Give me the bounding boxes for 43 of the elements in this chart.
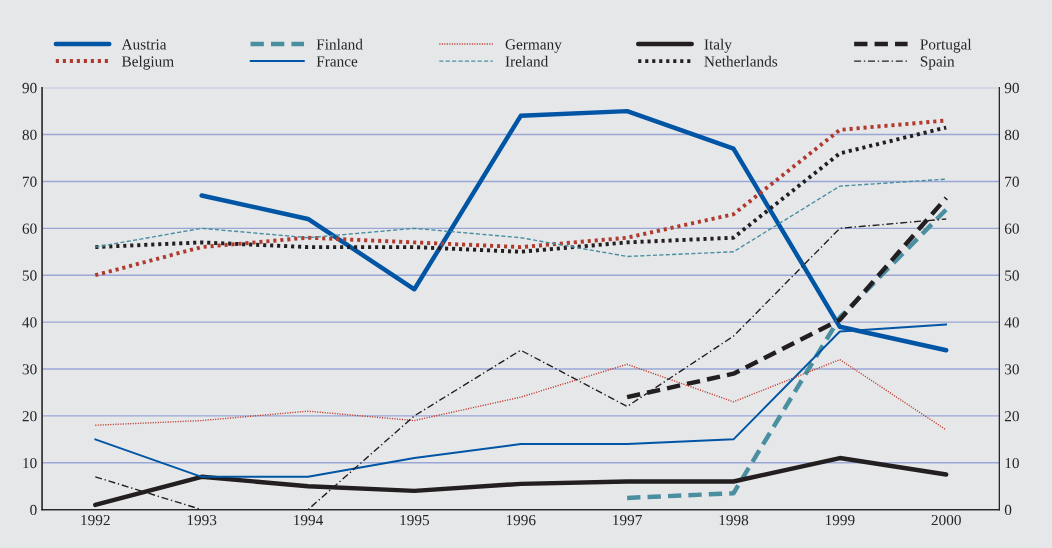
legend-label: Finland [316,38,363,50]
legend-label: Spain [920,56,955,70]
legend-label: Netherlands [704,55,778,67]
y-tick-label: 50 [22,270,37,281]
y2-tick-label: 60 [1004,223,1019,234]
x-tick-label: 1998 [719,514,749,526]
y-tick-label: 30 [22,364,37,375]
legend-label: Germany [505,39,562,53]
y2-tick-label: 0 [1004,504,1012,516]
y-tick-label: 90 [22,82,37,94]
y-tick-label: 40 [22,317,37,328]
legend-label: Belgium [121,55,174,70]
legend-label: Austria [121,39,167,50]
x-tick-label: 1995 [400,514,430,526]
legend-label: France [316,56,358,67]
legend-label: Portugal [920,38,972,53]
y2-tick-label: 70 [1005,176,1019,187]
y-tick-label: 0 [30,504,37,516]
legend-label: Ireland [505,55,549,67]
x-tick-label: 1997 [613,514,642,526]
y-tick-label: 10 [23,457,37,469]
y-tick-label: 60 [22,223,37,234]
y-tick-label: 80 [22,129,37,141]
y2-tick-label: 10 [1005,457,1019,469]
line-series [93,125,949,254]
y-tick-label: 20 [22,411,37,422]
x-tick-label: 1992 [81,514,110,526]
y2-tick-label: 50 [1005,270,1019,281]
y2-tick-label: 90 [1004,82,1019,94]
legend-label: Italy [704,38,732,53]
x-tick-label: 2000 [931,514,961,526]
x-tick-label: 1996 [506,514,536,526]
y2-tick-label: 30 [1004,364,1019,375]
line-series [624,207,949,501]
y-tick-label: 70 [22,176,37,187]
x-tick-label: 1993 [187,514,217,526]
y2-tick-label: 20 [1004,411,1019,422]
x-tick-label: 1999 [825,514,855,526]
y2-tick-label: 40 [1004,317,1019,328]
x-tick-label: 1994 [294,514,324,526]
line-series [94,358,947,431]
y2-tick-label: 80 [1004,129,1019,141]
line-series [94,178,947,258]
